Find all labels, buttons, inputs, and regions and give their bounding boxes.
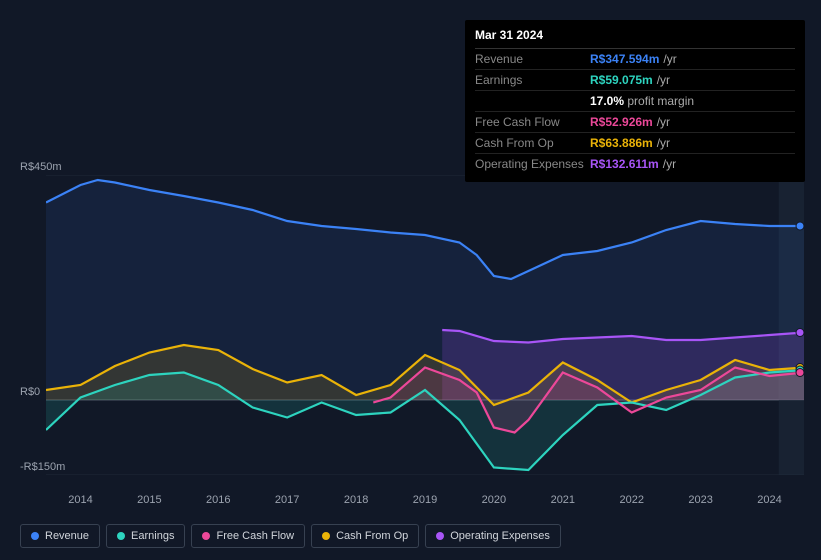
- legend-item-earnings[interactable]: Earnings: [106, 524, 185, 548]
- x-axis-label: 2016: [206, 494, 230, 506]
- x-axis-label: 2015: [137, 494, 161, 506]
- legend-swatch: [31, 532, 39, 540]
- tooltip-metric-unit: /yr: [663, 52, 676, 66]
- x-axis-label: 2014: [68, 494, 92, 506]
- chart-tooltip: Mar 31 2024 RevenueR$347.594m/yrEarnings…: [465, 20, 805, 182]
- x-axis-label: 2018: [344, 494, 368, 506]
- tooltip-row: Operating ExpensesR$132.611m/yr: [475, 154, 795, 174]
- legend-swatch: [322, 532, 330, 540]
- legend-swatch: [436, 532, 444, 540]
- x-axis-label: 2020: [482, 494, 506, 506]
- x-axis-label: 2022: [619, 494, 643, 506]
- y-axis-label: R$450m: [20, 161, 62, 173]
- legend-item-opex[interactable]: Operating Expenses: [425, 524, 561, 548]
- tooltip-metric-label: Free Cash Flow: [475, 115, 590, 129]
- tooltip-metric-unit: /yr: [657, 115, 670, 129]
- tooltip-row: EarningsR$59.075m/yr: [475, 70, 795, 91]
- legend-swatch: [202, 532, 210, 540]
- financial-chart: [46, 175, 804, 475]
- x-axis-label: 2021: [551, 494, 575, 506]
- tooltip-row: Free Cash FlowR$52.926m/yr: [475, 112, 795, 133]
- legend-label: Cash From Op: [336, 530, 408, 542]
- financial-chart-container: { "tooltip": { "date": "Mar 31 2024", "r…: [0, 0, 821, 560]
- y-axis-label: R$0: [20, 386, 40, 398]
- tooltip-metric-value: R$347.594m: [590, 52, 659, 66]
- x-axis-label: 2017: [275, 494, 299, 506]
- legend-item-revenue[interactable]: Revenue: [20, 524, 100, 548]
- legend-label: Earnings: [131, 530, 174, 542]
- legend-swatch: [117, 532, 125, 540]
- legend-label: Revenue: [45, 530, 89, 542]
- tooltip-metric-label: Cash From Op: [475, 136, 590, 150]
- tooltip-row: RevenueR$347.594m/yr: [475, 49, 795, 70]
- tooltip-row: Cash From OpR$63.886m/yr: [475, 133, 795, 154]
- legend-item-cfo[interactable]: Cash From Op: [311, 524, 419, 548]
- tooltip-metric-value: R$132.611m: [590, 157, 659, 171]
- legend-label: Operating Expenses: [450, 530, 550, 542]
- tooltip-metric-label: Earnings: [475, 73, 590, 87]
- chart-legend: Revenue Earnings Free Cash Flow Cash From O…: [20, 524, 561, 548]
- tooltip-metric-value: R$59.075m: [590, 73, 653, 87]
- tooltip-metric-value: R$52.926m: [590, 115, 653, 129]
- tooltip-metric-unit: /yr: [657, 136, 670, 150]
- tooltip-metric-unit: /yr: [657, 73, 670, 87]
- x-axis-label: 2023: [688, 494, 712, 506]
- tooltip-metric-unit: /yr: [663, 157, 676, 171]
- tooltip-metric-value: R$63.886m: [590, 136, 653, 150]
- tooltip-date: Mar 31 2024: [475, 28, 795, 49]
- x-axis-label: 2024: [757, 494, 781, 506]
- legend-label: Free Cash Flow: [216, 530, 294, 542]
- x-axis-label: 2019: [413, 494, 437, 506]
- tooltip-metric-label: Operating Expenses: [475, 157, 590, 171]
- legend-item-fcf[interactable]: Free Cash Flow: [191, 524, 305, 548]
- tooltip-sub-row: 17.0% profit margin: [475, 91, 795, 112]
- tooltip-metric-label: Revenue: [475, 52, 590, 66]
